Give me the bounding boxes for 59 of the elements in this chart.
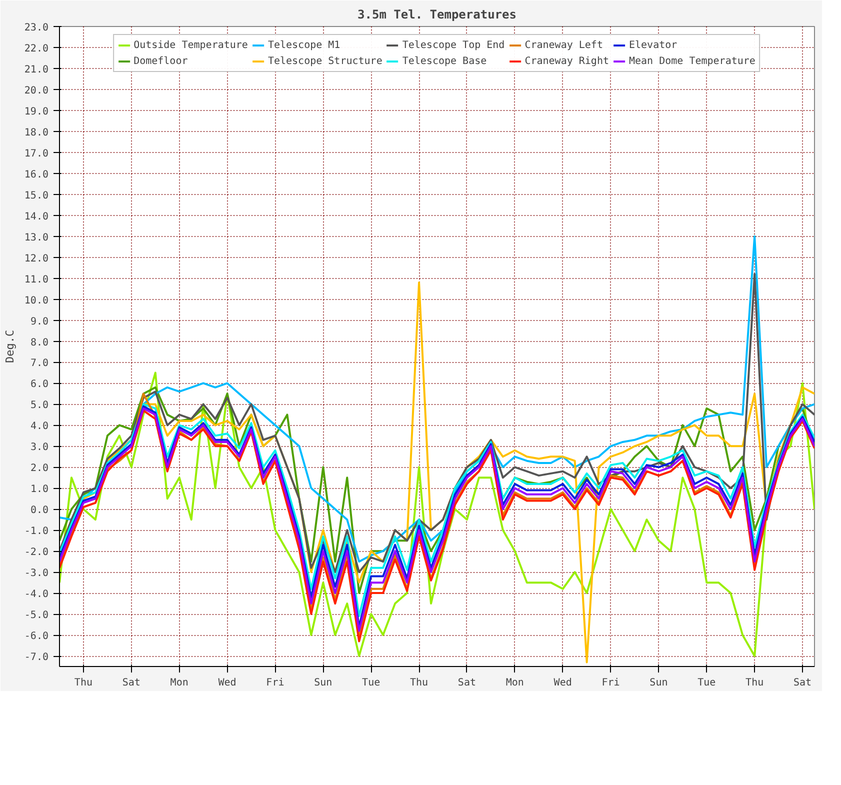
y-tick-label: -6.0 <box>24 631 49 642</box>
legend-label: Telescope Structure <box>268 55 382 67</box>
legend-label: Mean Dome Temperature <box>629 55 756 67</box>
x-tick-label: Fri <box>266 678 284 688</box>
y-tick-label: -3.0 <box>24 568 49 580</box>
y-tick-label: 4.0 <box>30 421 48 432</box>
y-tick-label: 2.0 <box>30 463 48 474</box>
x-tick-label: Sun <box>314 678 332 688</box>
y-tick-label: 16.0 <box>24 169 49 180</box>
legend-label: Telescope M1 <box>268 39 340 51</box>
y-tick-label: 7.0 <box>30 358 48 370</box>
legend-label: Telescope Base <box>402 55 487 67</box>
y-tick-label: 10.0 <box>24 295 49 306</box>
x-tick-label: Mon <box>170 678 188 688</box>
y-tick-label: 13.0 <box>24 232 49 244</box>
y-tick-label: 18.0 <box>24 127 49 138</box>
y-tick-label: 19.0 <box>24 106 49 118</box>
x-tick-label: Wed <box>554 678 572 688</box>
y-tick-label: 11.0 <box>24 274 49 286</box>
x-tick-label: Sun <box>650 678 668 688</box>
y-tick-label: 0.0 <box>30 505 48 516</box>
y-tick-label: 15.0 <box>24 190 49 202</box>
x-tick-label: Tue <box>362 678 380 688</box>
y-tick-label: -5.0 <box>24 610 49 622</box>
legend-label: Elevator <box>629 39 678 51</box>
y-tick-label: 3.0 <box>30 442 48 454</box>
legend-label: Outside Temperature <box>134 39 248 51</box>
y-tick-label: 22.0 <box>24 43 49 54</box>
y-tick-label: -4.0 <box>24 589 49 600</box>
y-tick-label: -1.0 <box>24 526 49 538</box>
x-tick-label: Fri <box>602 678 620 688</box>
chart-title: 3.5m Tel. Temperatures <box>358 8 516 22</box>
y-tick-label: -7.0 <box>24 652 49 664</box>
x-tick-label: Thu <box>74 678 92 688</box>
legend-label: Craneway Right <box>524 55 609 67</box>
y-tick-label: 8.0 <box>30 337 48 348</box>
x-tick-label: Tue <box>698 678 716 688</box>
y-tick-label: 14.0 <box>24 211 49 222</box>
y-tick-label: 17.0 <box>24 148 49 160</box>
x-tick-label: Sat <box>793 678 812 688</box>
y-tick-label: 1.0 <box>30 484 48 496</box>
y-tick-label: 5.0 <box>30 400 48 412</box>
legend-label: Domefloor <box>134 55 188 67</box>
x-tick-label: Sat <box>122 678 140 688</box>
x-tick-label: Sat <box>458 678 476 688</box>
y-tick-label: -2.0 <box>24 547 49 558</box>
legend-label: Telescope Top End <box>402 39 505 51</box>
y-tick-label: 12.0 <box>24 253 49 264</box>
y-tick-label: 6.0 <box>30 379 48 390</box>
x-tick-label: Mon <box>506 678 524 688</box>
x-tick-label: Thu <box>746 678 764 688</box>
x-tick-label: Wed <box>218 678 236 688</box>
y-tick-label: 23.0 <box>24 22 49 34</box>
y-tick-label: 21.0 <box>24 64 49 76</box>
x-tick-label: Thu <box>410 678 428 688</box>
legend-label: Craneway Left <box>524 39 603 51</box>
y-tick-label: 9.0 <box>30 316 48 328</box>
y-tick-label: 20.0 <box>24 85 49 96</box>
y-axis-title: Deg.C <box>3 330 16 364</box>
